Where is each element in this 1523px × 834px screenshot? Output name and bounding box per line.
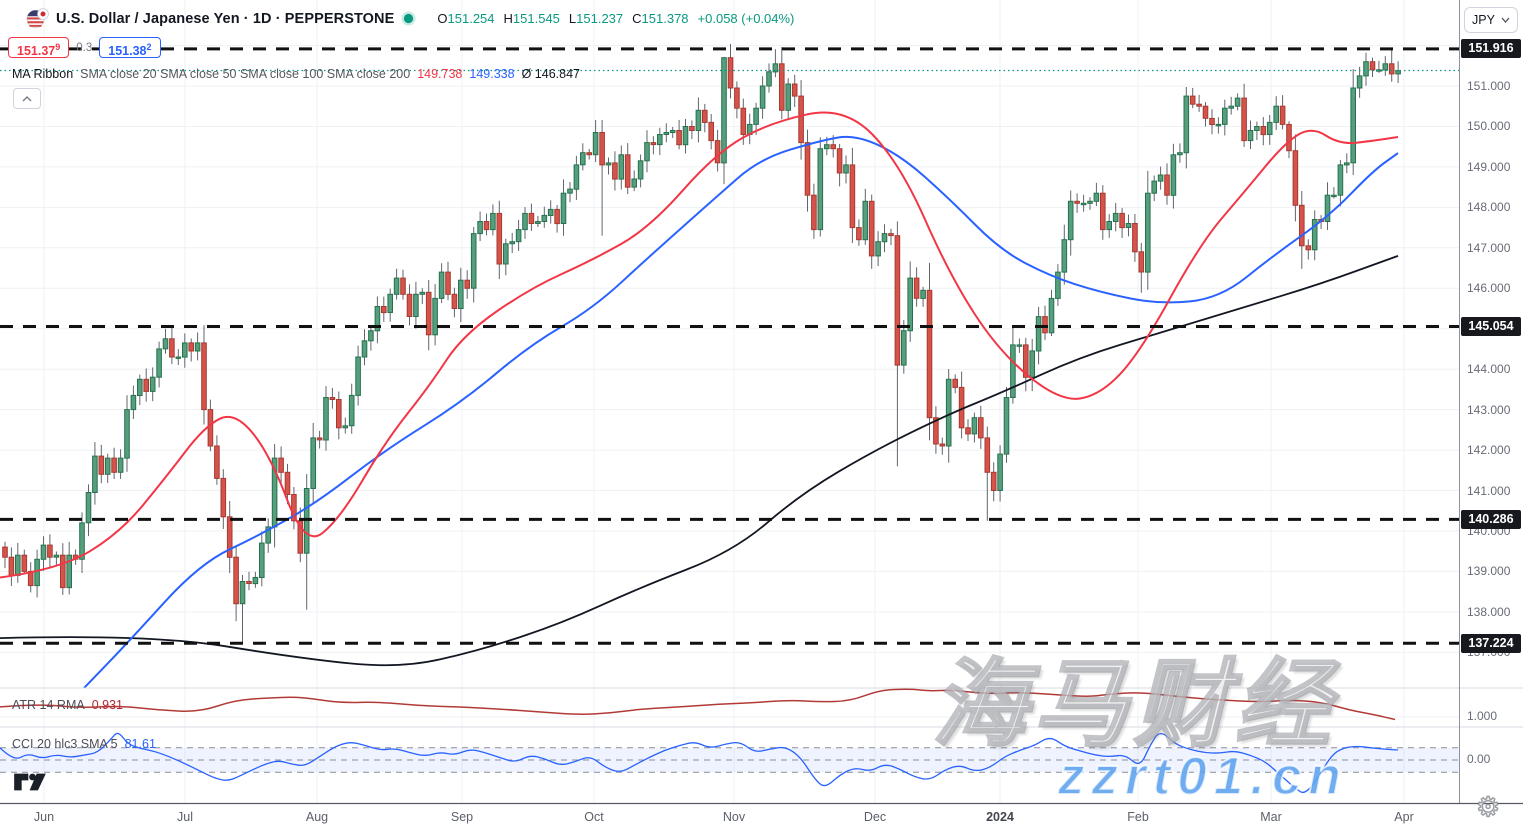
time-axis-label[interactable]: Jul xyxy=(177,810,193,824)
cci-legend[interactable]: CCI 20 hlc3 SMA 5 81.61 xyxy=(12,737,156,751)
time-axis-label[interactable]: Dec xyxy=(863,810,887,824)
ohlc-readout: O151.254 H151.545 L151.237 C151.378 +0.0… xyxy=(437,11,795,26)
time-axis-label[interactable]: Mar xyxy=(1260,810,1282,824)
tradingview-logo-icon[interactable] xyxy=(13,772,47,792)
price-axis-label: 141.000 xyxy=(1467,483,1511,498)
chevron-down-icon xyxy=(1501,17,1510,23)
price-level-pill: 140.286 xyxy=(1461,509,1521,529)
collapse-legend-button[interactable] xyxy=(13,88,41,109)
market-status-icon xyxy=(401,11,416,26)
time-axis-label[interactable]: Oct xyxy=(584,810,604,824)
price-level-pill: 151.916 xyxy=(1461,39,1521,59)
time-axis-label[interactable]: Aug xyxy=(305,810,329,824)
symbol-legend[interactable]: U.S. Dollar / Japanese Yen · 1D · PEPPER… xyxy=(26,8,794,29)
price-axis-label: 148.000 xyxy=(1467,200,1511,215)
price-axis-label: 149.000 xyxy=(1467,159,1511,174)
price-axis-label: 143.000 xyxy=(1467,402,1511,417)
time-axis-label[interactable]: Jun xyxy=(33,810,55,824)
change-readout: +0.058 (+0.04%) xyxy=(697,11,795,26)
currency-unit-button[interactable]: JPY xyxy=(1464,7,1518,33)
usdjpy-flag-icon xyxy=(26,8,49,28)
price-axis-label: 142.000 xyxy=(1467,443,1511,458)
spread-value: 0.3 xyxy=(76,41,93,54)
price-axis-label: 144.000 xyxy=(1467,362,1511,377)
price-axis-label: 138.000 xyxy=(1467,604,1511,619)
cci-axis-label: 0.00 xyxy=(1467,752,1491,766)
time-axis-label[interactable]: Apr xyxy=(1394,810,1414,824)
time-axis-label[interactable]: Sep xyxy=(450,810,474,824)
quote-row: 151.379 0.3 151.382 xyxy=(8,37,161,58)
price-axis-label: 151.000 xyxy=(1467,79,1511,93)
symbol-title[interactable]: U.S. Dollar / Japanese Yen · 1D · PEPPER… xyxy=(56,10,395,27)
price-level-pill: 145.054 xyxy=(1461,317,1521,337)
atr-axis-label: 1.000 xyxy=(1467,709,1498,723)
price-level-pill: 137.224 xyxy=(1461,633,1521,653)
time-axis-label[interactable]: 2024 xyxy=(986,810,1014,824)
price-axis-label: 147.000 xyxy=(1467,240,1511,255)
ma-ribbon-legend[interactable]: MA Ribbon SMA close 20 SMA close 50 SMA … xyxy=(12,67,580,81)
ask-price-box[interactable]: 151.382 xyxy=(99,37,161,58)
price-axis-label: 150.000 xyxy=(1467,119,1511,134)
bid-price-box[interactable]: 151.379 xyxy=(8,37,70,58)
atr-legend[interactable]: ATR 14 RMA 0.931 xyxy=(12,698,123,712)
price-axis-label: 146.000 xyxy=(1467,281,1511,296)
time-axis-label[interactable]: Nov xyxy=(722,810,746,824)
chevron-up-icon xyxy=(22,95,32,101)
time-axis-label[interactable]: Feb xyxy=(1127,810,1149,824)
price-axis-label: 139.000 xyxy=(1467,564,1511,579)
